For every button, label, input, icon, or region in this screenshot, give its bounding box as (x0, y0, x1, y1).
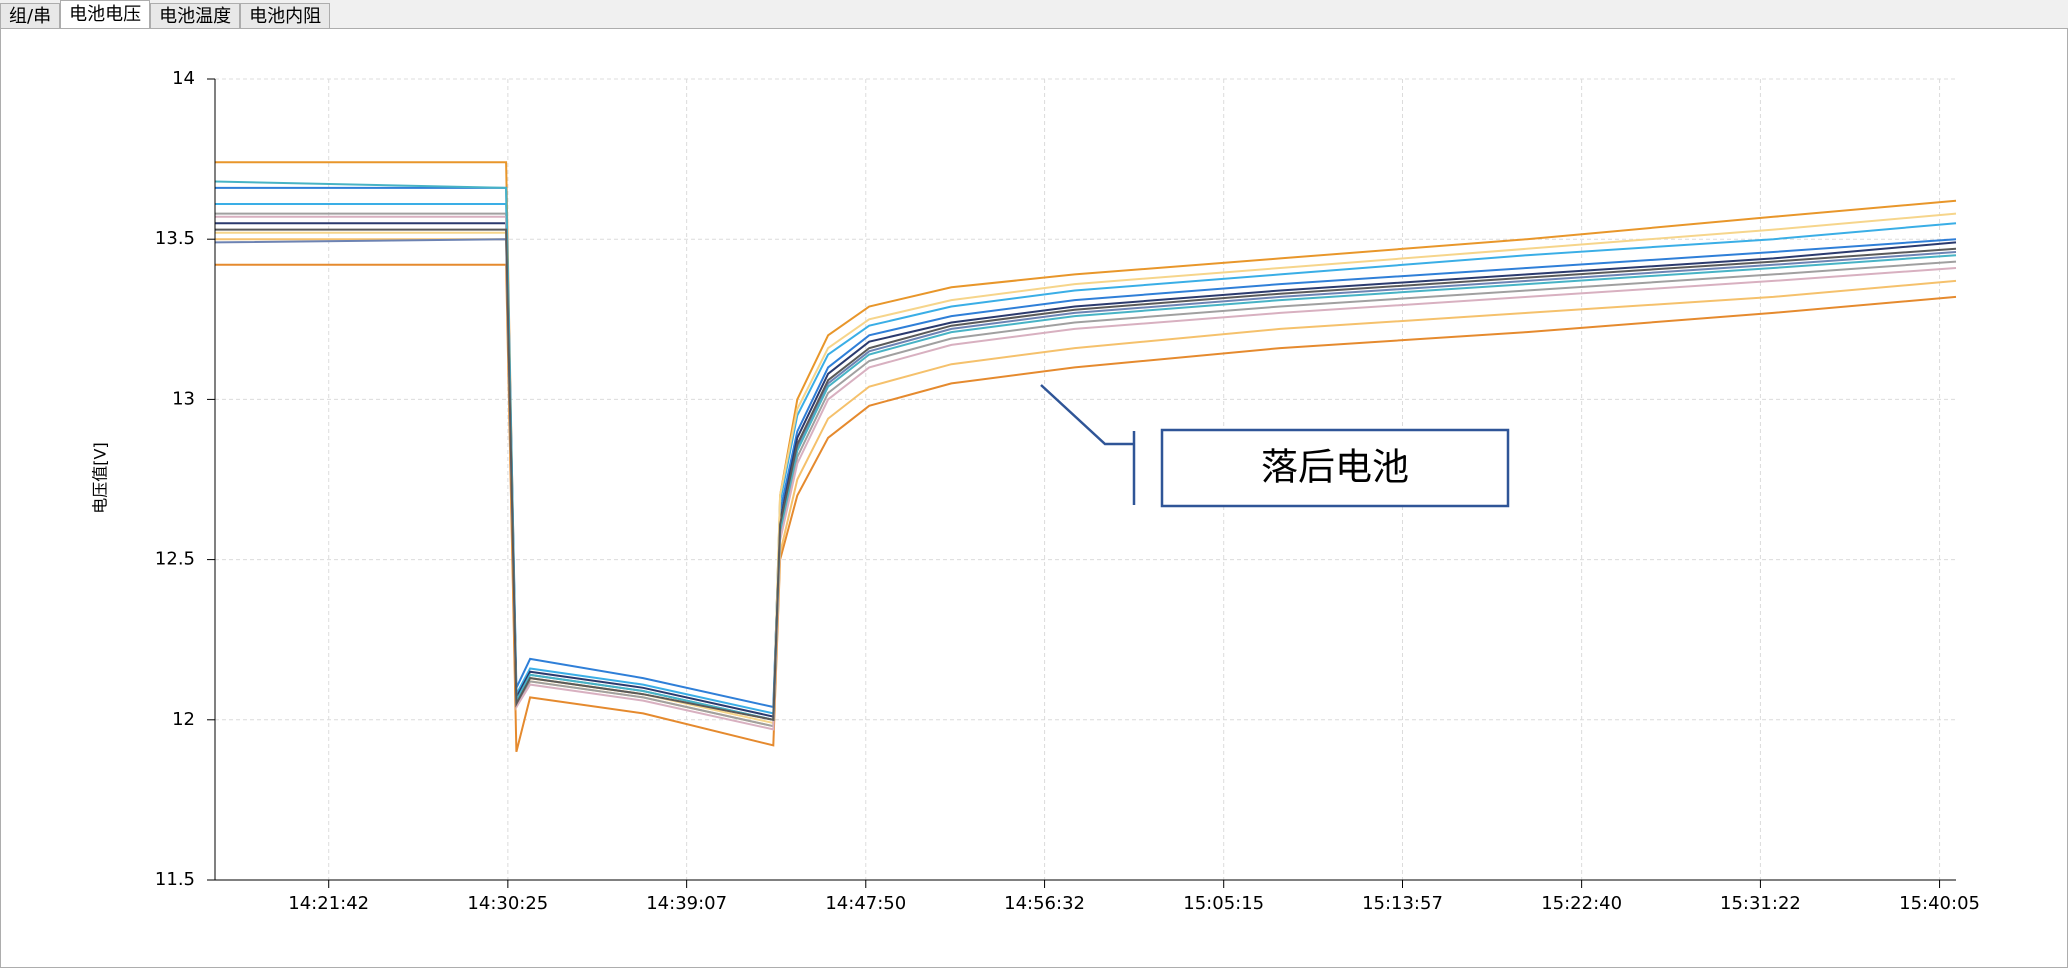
x-tick-label: 14:21:42 (288, 893, 369, 914)
series-line (215, 228, 1957, 722)
y-tick-label: 11.5 (155, 869, 195, 890)
series-line (215, 263, 1957, 753)
series-line (214, 180, 1957, 722)
x-tick-label: 15:22:40 (1541, 893, 1622, 914)
x-tick-label: 15:31:22 (1720, 893, 1801, 914)
y-tick-label: 12 (172, 709, 195, 730)
x-tick-label: 14:30:25 (467, 893, 548, 914)
y-tick-label: 12.5 (155, 549, 195, 570)
series-line (215, 203, 1957, 715)
tab[interactable]: 组/串 (0, 3, 61, 29)
y-tick-label: 13 (172, 388, 195, 409)
x-tick-label: 14:39:07 (646, 893, 727, 914)
x-tick-label: 15:05:15 (1183, 893, 1264, 914)
y-tick-label: 14 (172, 68, 195, 89)
y-axis-label: 电压值[V] (91, 442, 110, 513)
tab[interactable]: 电池内阻 (240, 3, 331, 29)
x-tick-label: 14:47:50 (825, 893, 906, 914)
tab[interactable]: 电池电压 (60, 0, 151, 29)
tab[interactable]: 电池温度 (150, 3, 241, 29)
y-tick-label: 13.5 (155, 228, 195, 249)
series-line (214, 238, 1957, 722)
chart: 电压值[V] 落后电池 11.5 12 12.5 13 13.5 14 14:21:42 14… (91, 68, 1980, 914)
series-line (215, 222, 1957, 718)
x-tick-label: 14:56:32 (1004, 893, 1085, 914)
series-line (215, 215, 1957, 731)
annotation-text: 落后电池 (1261, 446, 1409, 489)
tab-bar: 组/串 电池电压 电池温度 电池内阻 (0, 0, 331, 29)
x-tick-label: 15:40:05 (1899, 893, 1980, 914)
annotation-box (1160, 428, 1510, 508)
callout-line (1040, 384, 1134, 446)
series-line (215, 161, 1957, 722)
series-line (215, 186, 1957, 709)
x-tick-label: 15:13:57 (1362, 893, 1443, 914)
